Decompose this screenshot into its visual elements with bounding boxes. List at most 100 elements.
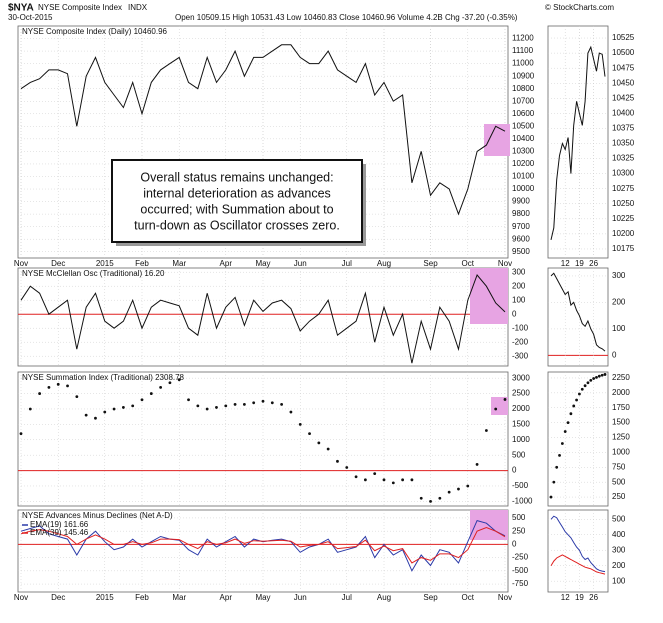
x-tick-label: Mar xyxy=(172,593,186,602)
series-dot xyxy=(215,406,218,409)
series-dot xyxy=(382,478,386,482)
series-dot xyxy=(552,480,556,484)
x-tick-label: 26 xyxy=(589,259,598,268)
series-dot xyxy=(149,392,153,395)
series-dot xyxy=(566,421,570,425)
y-tick-label: 9600 xyxy=(512,234,530,243)
series-dot xyxy=(401,478,405,482)
series-dot xyxy=(429,499,432,503)
y-tick-label: 10300 xyxy=(512,147,535,156)
y-tick-label: 10475 xyxy=(612,63,635,72)
series-dot xyxy=(438,496,442,500)
x-tick-label: Dec xyxy=(51,593,65,602)
x-tick-label: Aug xyxy=(377,593,391,602)
x-tick-label: 2015 xyxy=(96,259,114,268)
panel-title: NYSE Summation Index (Traditional) 2308.… xyxy=(22,373,185,382)
y-tick-label: 11100 xyxy=(512,46,534,55)
y-tick-label: 400 xyxy=(612,530,626,539)
series-dot xyxy=(484,429,488,432)
y-tick-label: 10175 xyxy=(612,244,635,253)
series-line xyxy=(550,45,606,241)
series-dot xyxy=(494,407,498,411)
y-tick-label: 0 xyxy=(512,466,517,475)
y-tick-label: 9900 xyxy=(512,197,530,206)
series-dot xyxy=(595,375,598,379)
y-tick-label: 1000 xyxy=(612,448,630,457)
series-dot xyxy=(580,387,584,391)
series-dot xyxy=(261,399,265,403)
x-tick-label: Sep xyxy=(423,593,438,602)
y-tick-label: 10900 xyxy=(512,71,535,80)
series-dot xyxy=(503,398,507,401)
y-tick-label: 0 xyxy=(512,309,517,318)
x-tick-label: Jul xyxy=(342,593,352,602)
series-dot xyxy=(298,422,302,426)
y-tick-label: -750 xyxy=(512,579,529,588)
y-tick-label: -100 xyxy=(512,323,529,332)
panel-frame xyxy=(547,509,609,593)
y-tick-label: 100 xyxy=(612,576,626,585)
series-dot xyxy=(112,407,116,411)
series-dot xyxy=(569,412,573,416)
y-tick-label: 10100 xyxy=(512,172,535,181)
y-tick-label: -1000 xyxy=(512,496,533,505)
series-dot xyxy=(187,398,190,402)
panel-title: NYSE Advances Minus Declines (Net A-D) xyxy=(22,511,173,520)
y-tick-label: 9500 xyxy=(512,247,530,256)
x-tick-label: Feb xyxy=(135,259,149,268)
series-dot xyxy=(326,447,330,451)
y-tick-label: -500 xyxy=(512,566,529,575)
series-dot xyxy=(56,382,60,386)
series-dot xyxy=(270,401,274,405)
y-tick-label: 10200 xyxy=(612,229,635,238)
series-dot xyxy=(168,381,172,385)
series-dot xyxy=(475,463,479,466)
series-dot xyxy=(38,392,42,395)
y-tick-label: 2250 xyxy=(612,373,630,382)
annotation-text: turn-down as Oscillator crosses zero. xyxy=(134,218,340,232)
series-dot xyxy=(563,430,567,433)
series-dot xyxy=(159,386,163,389)
series-dot xyxy=(583,384,587,388)
legend-entry: EMA(19) 161.66 xyxy=(30,520,89,529)
y-tick-label: 10400 xyxy=(612,108,635,117)
y-tick-label: 11000 xyxy=(512,59,534,68)
series-line xyxy=(20,274,506,364)
y-tick-label: 2000 xyxy=(512,404,530,413)
y-tick-label: 10000 xyxy=(512,184,535,193)
x-tick-label: Feb xyxy=(135,593,149,602)
series-dot xyxy=(19,432,23,436)
highlight xyxy=(491,397,508,415)
series-line xyxy=(20,526,506,564)
highlight xyxy=(470,268,508,324)
y-tick-label: 1500 xyxy=(512,419,530,428)
series-dot xyxy=(558,453,561,457)
x-tick-label: Apr xyxy=(220,593,233,602)
x-tick-label: Jul xyxy=(342,259,352,268)
series-dot xyxy=(131,404,135,408)
x-tick-label: 19 xyxy=(575,593,584,602)
series-dot xyxy=(354,475,358,479)
legend-entry: EMA(39) 145.46 xyxy=(30,528,89,537)
series-dot xyxy=(121,406,125,409)
series-dot xyxy=(575,398,578,402)
x-tick-label: Aug xyxy=(377,259,391,268)
series-dot xyxy=(391,481,395,485)
y-tick-label: 300 xyxy=(612,271,626,280)
x-tick-label: Sep xyxy=(423,259,438,268)
x-tick-label: Jun xyxy=(294,593,307,602)
series-dot xyxy=(47,386,51,389)
series-dot xyxy=(592,377,596,380)
y-tick-label: 10325 xyxy=(612,154,635,163)
series-dot xyxy=(177,378,181,382)
series-line xyxy=(550,515,606,573)
x-tick-label: Nov xyxy=(498,593,512,602)
series-dot xyxy=(84,413,88,417)
series-line xyxy=(550,272,606,352)
series-dot xyxy=(345,466,349,469)
y-tick-label: 500 xyxy=(512,513,526,522)
series-dot xyxy=(196,404,200,408)
series-dot xyxy=(457,487,460,491)
y-tick-label: 1500 xyxy=(612,418,630,427)
series-dot xyxy=(410,478,414,482)
